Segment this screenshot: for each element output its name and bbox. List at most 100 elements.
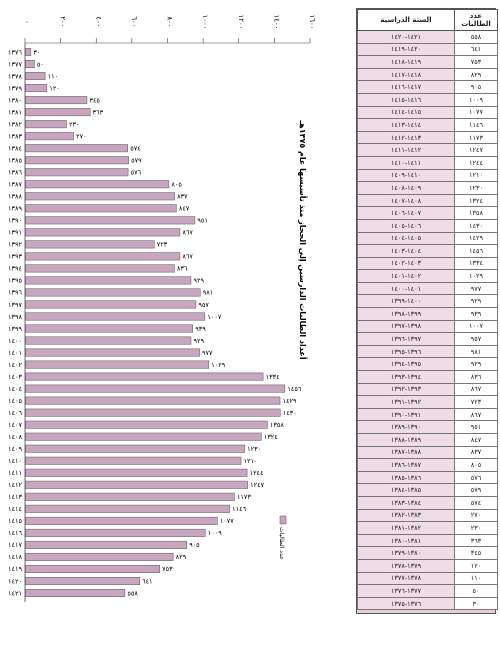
bar (25, 444, 245, 453)
value-label: ١٣٣٤ (266, 373, 280, 381)
count-cell: ٨٤٧ (454, 433, 498, 447)
category-label: ١٣٨٩ (8, 205, 22, 213)
category-label: ١٤١٣ (8, 493, 22, 501)
bar (25, 276, 192, 285)
count-cell: ١٢٠ (454, 558, 498, 573)
count-cell: ٣٤٥ (454, 546, 498, 560)
category-label: ١٣٨٧ (8, 181, 22, 189)
year-cell: ١٤٠٠-١٣٩٩ (357, 294, 455, 309)
value-label: ٥٧٩ (131, 157, 142, 165)
value-label: ٨٢٩ (176, 553, 187, 561)
count-cell: ٩٨١ (454, 344, 498, 359)
count-header: عدد الطالبات (454, 9, 498, 31)
year-cell: ١٤١٢-١٤١١ (357, 143, 455, 157)
count-cell: ٦٤١ (454, 42, 498, 57)
axis-tick-label: ٤٠٠ (94, 16, 102, 27)
table-row: ١٤٠٧-١٤٠٦ ١٣٥٨ (357, 206, 498, 220)
value-label: ٨٠٥ (171, 181, 182, 189)
count-cell: ٥٠ (454, 584, 498, 598)
value-label: ٣٤٥ (89, 96, 100, 104)
category-label: ١٤٠١ (8, 349, 22, 357)
category-label: ١٤٠٨ (8, 433, 22, 441)
value-label: ٨٣٧ (177, 193, 188, 201)
year-cell: ١٣٩٢-١٣٩١ (357, 395, 455, 409)
legend-label: عدد الطالبات (278, 527, 285, 560)
value-label: ٧٢٣ (157, 241, 168, 249)
table-row: ١٣٩١-١٣٩٠ ٨٦٧ (357, 407, 498, 422)
count-cell: ٥٧٤ (454, 495, 498, 510)
count-cell: ٩٥١ (454, 420, 498, 434)
count-cell: ٨٣٧ (454, 445, 498, 460)
category-label: ١٤٢١ (8, 589, 22, 597)
axis-tick-label: ٠ (23, 20, 31, 24)
count-cell: ٣٦٣ (454, 533, 498, 548)
category-label: ١٣٩٦ (8, 289, 22, 297)
count-cell: ١٠٧٧ (454, 105, 498, 120)
value-label: ٨٣٦ (177, 265, 188, 273)
category-label: ١٣٩٥ (8, 277, 22, 285)
table-row: ١٤١١-١٤١٠ ١٢٤٤ (357, 155, 498, 170)
value-label: ٩٣٩ (195, 325, 206, 333)
table-row: ١٤٠٠-١٣٩٩ ٩٢٩ (357, 294, 498, 309)
category-label: ١٣٨٨ (8, 193, 22, 201)
value-label: ٥٥٨ (127, 589, 138, 597)
bar (25, 589, 126, 597)
year-cell: ١٣٨٥-١٣٨٤ (357, 483, 455, 497)
value-label: ٩٢٩ (193, 277, 204, 285)
bar (25, 144, 128, 153)
category-label: ١٤١١ (8, 469, 22, 477)
year-cell: ١٣٨٣-١٣٨٢ (357, 508, 455, 523)
year-cell: ١٣٧٧-١٣٧٦ (357, 584, 455, 598)
bar (25, 396, 281, 405)
count-cell: ٨٦٧ (454, 382, 498, 397)
value-label: ٢٣٠ (69, 120, 79, 128)
bar (25, 96, 88, 105)
year-cell: ١٣٩٠-١٣٨٩ (357, 420, 455, 434)
category-label: ١٣٧٦ (8, 48, 22, 56)
category-label: ١٤٠٦ (8, 409, 22, 417)
count-cell: ٢٧٠ (454, 508, 498, 523)
value-label: ٢٧٠ (76, 132, 86, 140)
bar (25, 384, 286, 393)
year-cell: ١٤٢٠-١٤١٩ (357, 42, 455, 57)
year-cell: ١٤٠٩-١٤٠٨ (357, 181, 455, 195)
axis-tick-label: ١٠٠٠ (201, 14, 209, 29)
category-label: ١٤٠٠ (8, 337, 22, 345)
value-label: ٣٠ (33, 48, 40, 56)
value-label: ١٣٢٤ (264, 433, 278, 441)
bar (25, 168, 129, 177)
bar (25, 564, 160, 573)
count-cell: ٩٢٩ (454, 294, 498, 309)
category-label: ١٤١٩ (8, 565, 22, 573)
year-cell: ١٣٨١-١٣٨٠ (357, 533, 455, 548)
value-label: ١٠٢٩ (211, 361, 225, 369)
year-cell: ١٤٠٥-١٤٠٤ (357, 231, 455, 246)
year-cell: ١٤١٧-١٤١٦ (357, 80, 455, 94)
year-header: السنة الدراسية (357, 9, 455, 31)
table-row: ١٣٧٧-١٣٧٦ ٥٠ (357, 584, 498, 598)
year-cell: ١٣٧٩-١٣٧٨ (357, 558, 455, 573)
bar (25, 456, 242, 465)
category-label: ١٤٠٤ (8, 385, 22, 393)
bar (25, 252, 181, 261)
table-row: ١٣٨٩-١٣٨٨ ٨٤٧ (357, 433, 498, 447)
year-cell: ١٣٧٨-١٣٧٧ (357, 571, 455, 586)
value-label: ٩٠٥ (189, 541, 200, 549)
value-label: ٦٤١ (142, 577, 152, 585)
table-row: ١٤١٩-١٤١٨ ٧٥٣ (357, 55, 498, 69)
category-label: ١٤٠٢ (8, 361, 22, 369)
axis-tick-label: ١٦٠٠ (308, 14, 316, 29)
bar (25, 516, 218, 525)
axis-tick-label: ١٤٠٠ (272, 14, 280, 29)
bar (25, 336, 192, 345)
table-row: ١٣٨٥-١٣٨٤ ٥٧٩ (357, 483, 498, 497)
value-label: ١٠٠٧ (207, 313, 221, 321)
bar (25, 420, 268, 429)
count-cell: ٥٧٩ (454, 483, 498, 497)
bar (25, 504, 230, 513)
value-label: ٩٥٧ (198, 301, 209, 309)
year-cell: ١٤١٠-١٤٠٩ (357, 168, 455, 183)
count-cell: ١١٠ (454, 571, 498, 586)
year-cell: ١٣٩٦-١٣٩٥ (357, 344, 455, 359)
year-cell: ١٤٠٣-١٤٠٢ (357, 256, 455, 271)
